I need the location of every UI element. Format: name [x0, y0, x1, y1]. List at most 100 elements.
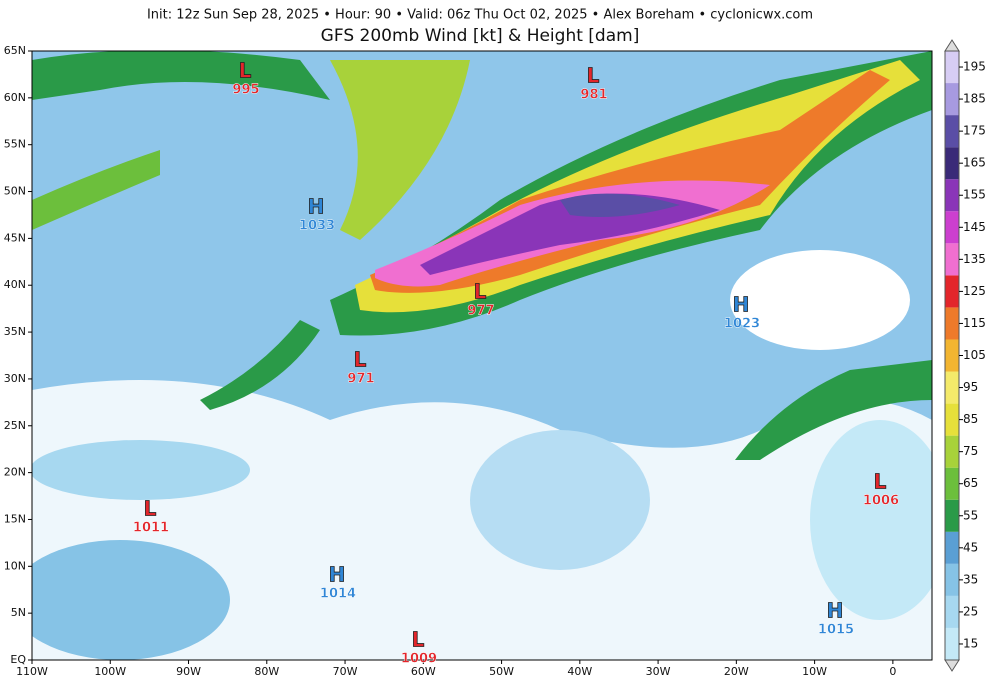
field-patch: [730, 250, 910, 350]
colorbar-bin: [945, 307, 959, 340]
colorbar-bin: [945, 371, 959, 404]
field-patch: [810, 420, 932, 620]
colorbar-bin: [945, 83, 959, 116]
field-patch: [32, 540, 230, 660]
center-letter: L: [587, 64, 600, 88]
colorbar-bin: [945, 595, 959, 628]
colorbar-label: 135: [963, 252, 986, 266]
center-letter: H: [733, 293, 750, 317]
center-value: 995: [232, 83, 259, 98]
lon-label: 70W: [333, 665, 358, 678]
colorbar-bin: [945, 211, 959, 244]
lat-label: 20N: [4, 466, 26, 479]
lon-label: 20W: [724, 665, 749, 678]
center-value: 1006: [863, 494, 899, 509]
colorbar-label: 185: [963, 92, 986, 106]
center-value: 1023: [724, 317, 760, 332]
lat-label: 25N: [4, 419, 26, 432]
center-letter: H: [308, 195, 325, 219]
lon-label: 10W: [802, 665, 827, 678]
lat-label: 35N: [4, 325, 26, 338]
lat-label: 15N: [4, 512, 26, 525]
colorbar-label: 95: [963, 380, 978, 394]
field-band: [32, 150, 160, 230]
center-value: 981: [580, 88, 607, 103]
colorbar-bin: [945, 243, 959, 276]
lat-label: 5N: [11, 606, 26, 619]
center-letter: L: [474, 280, 487, 304]
lat-label: 65N: [4, 44, 26, 57]
center-value: 1009: [401, 652, 437, 667]
field-band: [330, 60, 470, 240]
colorbar-label: 45: [963, 540, 978, 554]
colorbar-label: 155: [963, 188, 986, 202]
colorbar-label: 65: [963, 476, 978, 490]
field-patch: [32, 440, 250, 500]
colorbar-bin: [945, 627, 959, 660]
colorbar-label: 105: [963, 348, 986, 362]
colorbar-bin: [945, 147, 959, 180]
center-letter: L: [144, 497, 157, 521]
center-letter: H: [329, 563, 346, 587]
center-letter: H: [827, 599, 844, 623]
lon-label: 110W: [16, 665, 48, 678]
lon-label: 0: [889, 665, 896, 678]
colorbar-label: 115: [963, 316, 986, 330]
colorbar-label: 25: [963, 604, 978, 618]
colorbar-label: 75: [963, 444, 978, 458]
lat-label: 30N: [4, 372, 26, 385]
colorbar-bin: [945, 179, 959, 212]
lon-label: 40W: [567, 665, 592, 678]
colorbar-label: 125: [963, 284, 986, 298]
colorbar-bin: [945, 499, 959, 532]
colorbar-bin: [945, 51, 959, 84]
field-patch: [470, 430, 650, 570]
colorbar-label: 195: [963, 60, 986, 74]
map-field: [32, 51, 932, 660]
colorbar-label: 85: [963, 412, 978, 426]
lon-label: 60W: [411, 665, 436, 678]
map-title: GFS 200mb Wind [kt] & Height [dam]: [321, 26, 640, 46]
center-letter: L: [239, 59, 252, 83]
colorbar-bin: [945, 467, 959, 500]
field-band: [735, 360, 932, 460]
lat-label: 60N: [4, 91, 26, 104]
center-value: 971: [347, 372, 374, 387]
colorbar-bin: [945, 563, 959, 596]
lat-label: 50N: [4, 185, 26, 198]
lat-label: 55N: [4, 138, 26, 151]
lat-label: 40N: [4, 278, 26, 291]
lat-label: EQ: [10, 653, 26, 666]
lon-label: 50W: [489, 665, 514, 678]
center-value: 1011: [133, 521, 169, 536]
center-value: 1014: [320, 587, 356, 602]
field-band: [32, 51, 330, 100]
lon-label: 90W: [176, 665, 201, 678]
colorbar-label: 15: [963, 636, 978, 650]
lon-label: 100W: [94, 665, 126, 678]
lon-label: 80W: [254, 665, 279, 678]
field-band: [200, 320, 320, 410]
colorbar-bin: [945, 275, 959, 308]
colorbar-label: 55: [963, 508, 978, 522]
center-value: 977: [467, 304, 494, 319]
colorbar-bin: [945, 115, 959, 148]
map-frame: [31, 50, 933, 661]
lat-label: 10N: [4, 559, 26, 572]
colorbar-label: 165: [963, 156, 986, 170]
jet-155: [420, 193, 720, 275]
colorbar-bin: [945, 531, 959, 564]
lat-label: 45N: [4, 231, 26, 244]
jet-175: [560, 193, 680, 218]
colorbar-bin: [945, 403, 959, 436]
colorbar-label: 145: [963, 220, 986, 234]
colorbar-label: 35: [963, 572, 978, 586]
center-letter: L: [354, 348, 367, 372]
colorbar-label: 175: [963, 124, 986, 138]
header-info: Init: 12z Sun Sep 28, 2025 • Hour: 90 • …: [147, 8, 813, 23]
colorbar-bin: [945, 339, 959, 372]
center-value: 1015: [818, 623, 854, 638]
center-letter: L: [412, 628, 425, 652]
colorbar-bin: [945, 435, 959, 468]
